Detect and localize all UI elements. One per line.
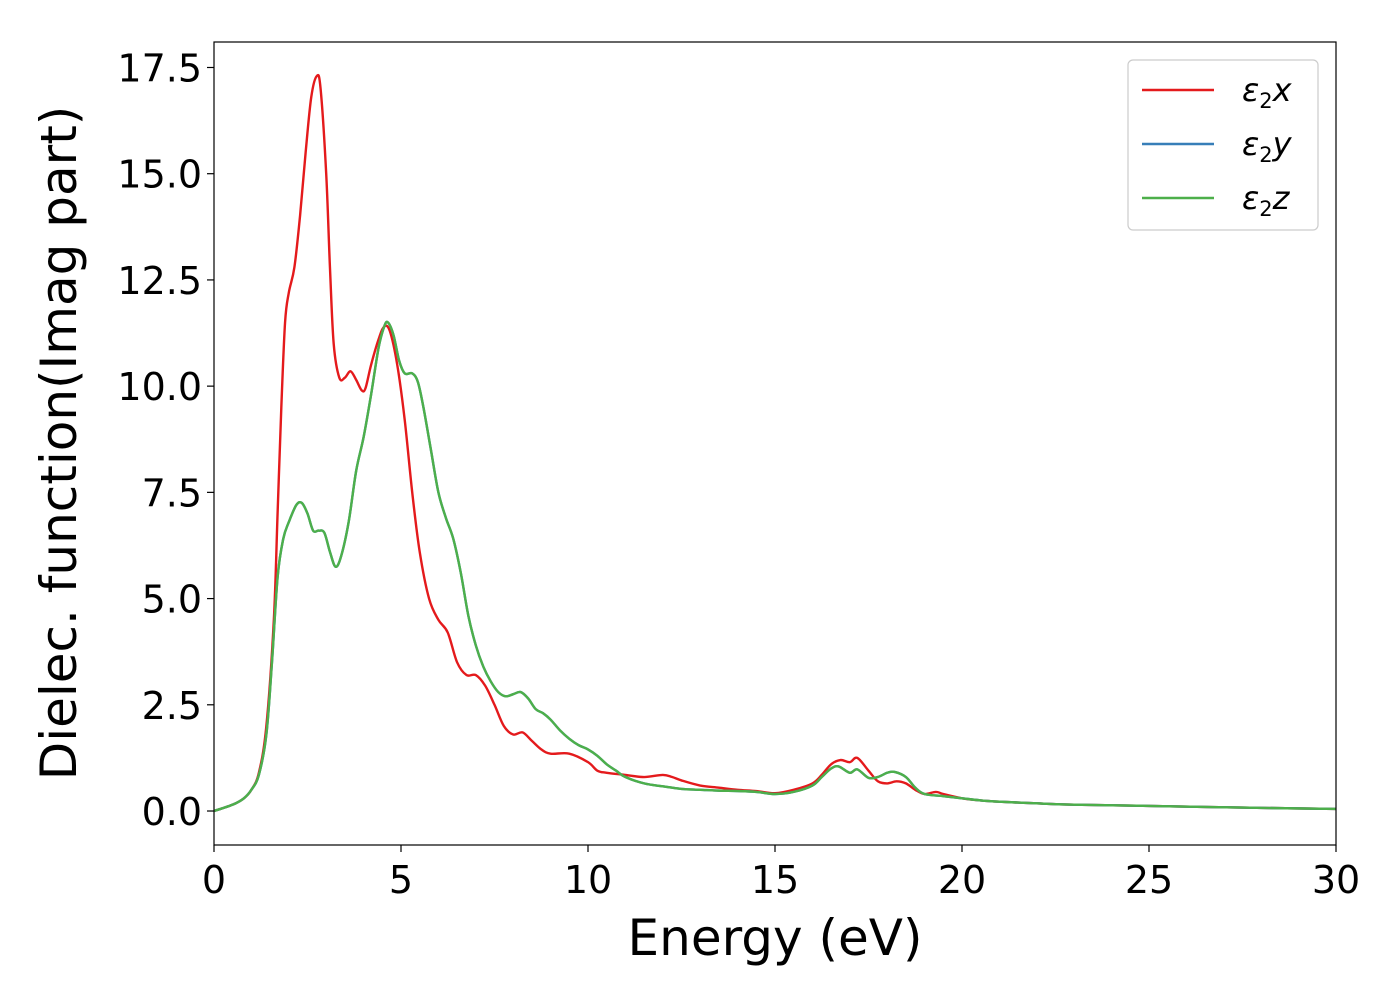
legend-label-y: ε2y: [1242, 125, 1293, 167]
x-tick-label: 30: [1312, 858, 1360, 902]
x-axis-title: Energy (eV): [628, 909, 923, 967]
x-tick-label: 25: [1125, 858, 1173, 902]
series-line-x: [213, 73, 1337, 813]
y-tick-label: 12.5: [117, 259, 202, 303]
y-tick-label: 10.0: [117, 365, 202, 409]
x-tick-label: 20: [938, 858, 986, 902]
legend-label-z: ε2z: [1242, 179, 1291, 221]
y-tick-label: 15.0: [117, 153, 202, 197]
series-layer: [213, 73, 1337, 813]
y-tick-label: 2.5: [142, 684, 202, 728]
x-tick-label: 15: [751, 858, 799, 902]
y-tick-label: 5.0: [142, 578, 202, 622]
legend: ε2x ε2y ε2z: [1127, 59, 1319, 231]
x-tick-label: 5: [389, 858, 413, 902]
y-tick-label: 17.5: [117, 46, 202, 90]
legend-box: [1127, 59, 1319, 231]
y-axis-title: Dielec. function(Imag part): [30, 106, 88, 781]
series-line-z: [213, 320, 1337, 813]
y-tick-label: 7.5: [142, 471, 202, 515]
y-axis: 0.0 2.5 5.0 7.5 10.0 12.5 15.0 17.5: [117, 46, 214, 834]
x-tick-label: 10: [564, 858, 612, 902]
x-axis: 0 5 10 15 20 25 30: [202, 845, 1360, 902]
legend-label-x: ε2x: [1242, 71, 1293, 113]
y-tick-label: 0.0: [142, 790, 202, 834]
x-tick-label: 0: [202, 858, 226, 902]
